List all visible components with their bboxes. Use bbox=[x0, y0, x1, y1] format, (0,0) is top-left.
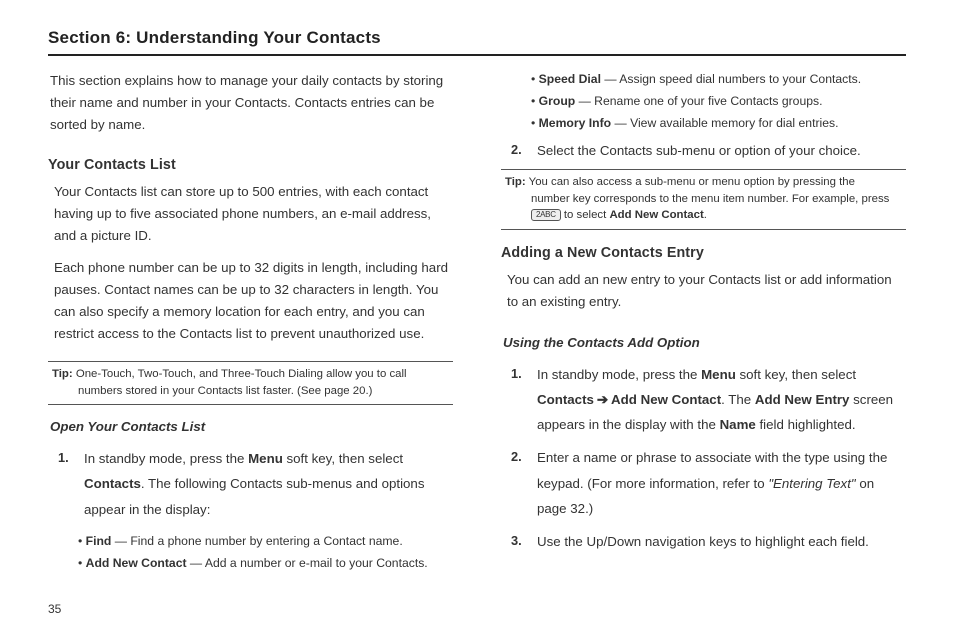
key-icon-2abc: 2ABC bbox=[531, 209, 561, 221]
text-fragment: number key corresponds to the menu item … bbox=[531, 193, 889, 205]
heading-adding-entry: Adding a New Contacts Entry bbox=[501, 242, 906, 264]
italic-entering-text: "Entering Text" bbox=[768, 476, 855, 491]
bullet-add-new-contact: Add New Contact — Add a number or e-mail… bbox=[78, 554, 453, 573]
step-text: In standby mode, press the Menu soft key… bbox=[537, 362, 906, 438]
bold-add-new-contact: Add New Contact bbox=[609, 209, 703, 221]
step-text: Use the Up/Down navigation keys to highl… bbox=[537, 529, 906, 554]
text-fragment: . The bbox=[721, 392, 755, 407]
text-fragment: soft key, then select bbox=[283, 451, 403, 466]
step-number: 1. bbox=[511, 362, 537, 438]
tip-text-1: You can also access a sub-menu or menu o… bbox=[529, 176, 855, 188]
bullet-text: — Rename one of your five Contacts group… bbox=[575, 94, 822, 108]
step-number: 2. bbox=[511, 445, 537, 521]
bullet-label: Speed Dial bbox=[539, 72, 601, 86]
step-text: In standby mode, press the Menu soft key… bbox=[84, 446, 453, 522]
bold-menu: Menu bbox=[701, 367, 736, 382]
step-text: Select the Contacts sub-menu or option o… bbox=[537, 138, 906, 163]
step-text: Enter a name or phrase to associate with… bbox=[537, 445, 906, 521]
bold-contacts: Contacts bbox=[84, 476, 141, 491]
tip-label: Tip: bbox=[505, 176, 526, 188]
right-column: Speed Dial — Assign speed dial numbers t… bbox=[501, 70, 906, 576]
text-fragment: . bbox=[704, 209, 707, 221]
bold-add-new-contact: Add New Contact bbox=[611, 392, 721, 407]
content-columns: This section explains how to manage your… bbox=[48, 70, 906, 576]
open-contacts-step2: 2. Select the Contacts sub-menu or optio… bbox=[501, 136, 906, 163]
intro-paragraph: This section explains how to manage your… bbox=[48, 70, 453, 146]
section-title: Section 6: Understanding Your Contacts bbox=[48, 28, 906, 56]
open-contacts-bullets: Find — Find a phone number by entering a… bbox=[48, 530, 453, 573]
add-option-steps: 1. In standby mode, press the Menu soft … bbox=[501, 360, 906, 555]
step-number: 2. bbox=[511, 138, 537, 163]
tip-box-number-key: Tip: You can also access a sub-menu or m… bbox=[501, 169, 906, 230]
step-number: 3. bbox=[511, 529, 537, 554]
bullet-label: Group bbox=[539, 94, 576, 108]
bullet-label: Memory Info bbox=[539, 116, 611, 130]
bullet-text: — Assign speed dial numbers to your Cont… bbox=[601, 72, 861, 86]
heading-contacts-list: Your Contacts List bbox=[48, 154, 453, 176]
step-number: 1. bbox=[58, 446, 84, 522]
open-contacts-bullets-cont: Speed Dial — Assign speed dial numbers t… bbox=[501, 70, 906, 133]
arrow-icon: ➔ bbox=[594, 392, 611, 407]
left-column: This section explains how to manage your… bbox=[48, 70, 453, 576]
add-step-3: 3. Use the Up/Down navigation keys to hi… bbox=[511, 529, 906, 554]
text-fragment: In standby mode, press the bbox=[537, 367, 701, 382]
heading-open-contacts: Open Your Contacts List bbox=[50, 417, 453, 438]
bullet-label: Add New Contact bbox=[86, 556, 187, 570]
bold-name: Name bbox=[720, 417, 756, 432]
bullet-memory-info: Memory Info — View available memory for … bbox=[531, 114, 906, 133]
adding-entry-paragraph: You can add an new entry to your Contact… bbox=[501, 269, 906, 323]
bullet-text: — Find a phone number by entering a Cont… bbox=[111, 534, 402, 548]
bullet-label: Find bbox=[86, 534, 112, 548]
open-step-2: 2. Select the Contacts sub-menu or optio… bbox=[511, 138, 906, 163]
open-contacts-steps: 1. In standby mode, press the Menu soft … bbox=[48, 444, 453, 522]
heading-using-add-option: Using the Contacts Add Option bbox=[503, 333, 906, 354]
contacts-list-p1: Your Contacts list can store up to 500 e… bbox=[48, 181, 453, 257]
bullet-text: — Add a number or e-mail to your Contact… bbox=[187, 556, 428, 570]
text-fragment: In standby mode, press the bbox=[84, 451, 248, 466]
add-step-2: 2. Enter a name or phrase to associate w… bbox=[511, 445, 906, 521]
tip-text-2: number key corresponds to the menu item … bbox=[505, 192, 902, 224]
page-number: 35 bbox=[48, 602, 61, 616]
open-step-1: 1. In standby mode, press the Menu soft … bbox=[58, 446, 453, 522]
add-step-1: 1. In standby mode, press the Menu soft … bbox=[511, 362, 906, 438]
tip-box-dialing: Tip: One-Touch, Two-Touch, and Three-Tou… bbox=[48, 361, 453, 406]
tip-label: Tip: bbox=[52, 368, 73, 380]
bullet-speed-dial: Speed Dial — Assign speed dial numbers t… bbox=[531, 70, 906, 89]
contacts-list-p2: Each phone number can be up to 32 digits… bbox=[48, 257, 453, 355]
bullet-group: Group — Rename one of your five Contacts… bbox=[531, 92, 906, 111]
bullet-text: — View available memory for dial entries… bbox=[611, 116, 838, 130]
bullet-find: Find — Find a phone number by entering a… bbox=[78, 532, 453, 551]
bold-contacts: Contacts bbox=[537, 392, 594, 407]
bold-add-new-entry: Add New Entry bbox=[755, 392, 850, 407]
text-fragment: field highlighted. bbox=[756, 417, 856, 432]
text-fragment: soft key, then select bbox=[736, 367, 856, 382]
tip-text-1: One-Touch, Two-Touch, and Three-Touch Di… bbox=[76, 368, 407, 380]
text-fragment: to select bbox=[561, 209, 610, 221]
bold-menu: Menu bbox=[248, 451, 283, 466]
tip-text-2: numbers stored in your Contacts list fas… bbox=[52, 384, 449, 400]
